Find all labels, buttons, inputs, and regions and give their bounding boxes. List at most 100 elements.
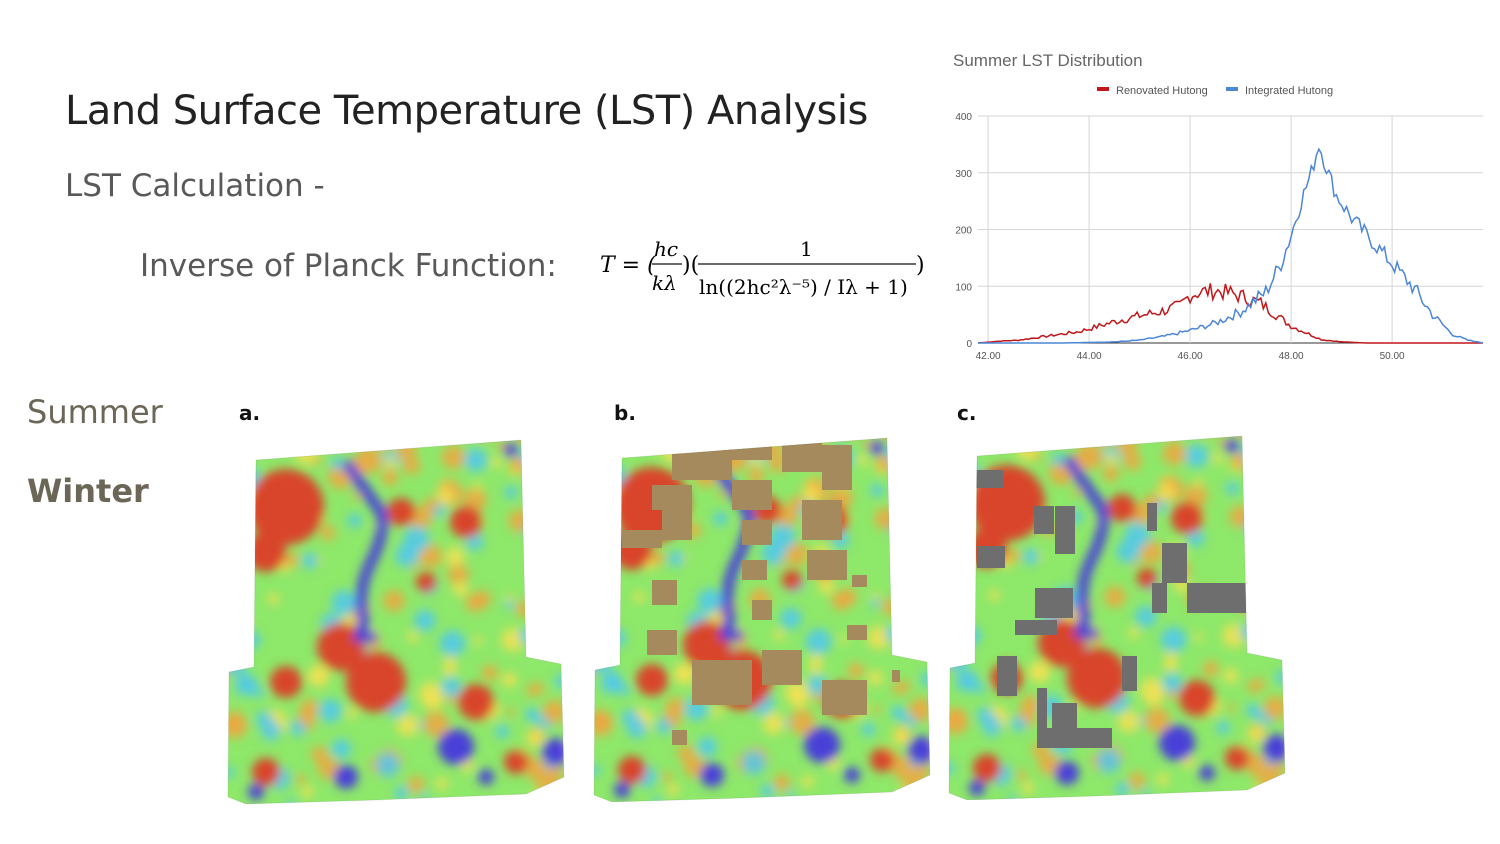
hot-cluster <box>346 652 406 712</box>
heat-speckle <box>875 454 892 471</box>
heat-speckle <box>375 752 400 777</box>
renovated-block <box>672 730 687 745</box>
renovated-block <box>662 510 692 540</box>
heat-speckle <box>718 490 727 499</box>
heat-speckle <box>414 609 436 632</box>
heatmap-layer <box>949 436 1285 800</box>
heat-speckle <box>692 438 716 445</box>
heat-speckle <box>955 669 979 693</box>
heat-speckle <box>472 482 482 492</box>
integrated-block <box>977 546 1005 568</box>
heat-speckle <box>773 629 785 641</box>
heat-speckle <box>894 462 907 475</box>
overlay-layer <box>622 438 900 745</box>
heat-speckle <box>808 660 823 675</box>
heat-speckle <box>446 440 456 442</box>
heat-speckle <box>1222 668 1239 684</box>
season-label-winter[interactable]: Winter <box>27 472 149 510</box>
heat-speckle <box>528 464 541 477</box>
heat-speckle <box>789 709 816 736</box>
heat-speckle <box>848 662 864 679</box>
heat-speckle <box>403 526 430 553</box>
heat-speckle <box>1259 466 1281 488</box>
heat-speckle <box>1140 788 1151 798</box>
hot-cluster <box>416 572 436 592</box>
integrated-block <box>1034 506 1054 534</box>
heat-speckle <box>526 684 539 697</box>
y-tick-label: 0 <box>966 339 972 350</box>
hot-cluster <box>270 666 302 698</box>
heat-speckle <box>1227 703 1236 712</box>
integrated-block <box>1152 583 1167 613</box>
heat-speckle <box>491 456 503 468</box>
heat-speckle <box>352 492 361 501</box>
legend-swatch-renovated <box>1097 87 1109 91</box>
heat-speckle <box>1246 703 1260 717</box>
heat-speckle <box>897 532 912 546</box>
heat-speckle <box>1252 530 1267 544</box>
heat-speckle <box>228 638 233 651</box>
hot-cluster <box>1108 494 1136 522</box>
legend-label-integrated: Integrated Hutong <box>1245 85 1333 97</box>
heat-speckle <box>872 705 881 714</box>
heat-speckle <box>228 712 248 739</box>
chart-title: Summer LST Distribution <box>953 51 1143 70</box>
heat-speckle <box>1011 437 1027 453</box>
renovated-block <box>652 485 692 510</box>
heat-speckle <box>463 448 488 472</box>
renovated-block <box>692 660 752 705</box>
heat-speckle <box>1167 436 1177 438</box>
integrated-block <box>1122 656 1137 691</box>
x-tick-label: 48.00 <box>1279 351 1304 362</box>
heat-speckle <box>600 577 611 588</box>
heat-speckle <box>1105 452 1118 466</box>
heat-speckle <box>677 744 694 761</box>
heat-speckle <box>311 746 328 763</box>
x-tick-label: 42.00 <box>976 351 1001 362</box>
heat-speckle <box>1162 672 1183 694</box>
heat-speckle <box>473 636 483 646</box>
heat-speckle <box>318 698 343 723</box>
renovated-block <box>647 630 677 655</box>
heat-speckle <box>1254 436 1268 441</box>
heat-speckle <box>383 590 405 612</box>
cool-pool <box>700 763 724 787</box>
heat-speckle <box>1135 605 1157 628</box>
heat-speckle <box>300 785 314 798</box>
heat-speckle <box>621 709 639 727</box>
heat-speckle <box>435 777 448 790</box>
y-tick-label: 400 <box>955 112 972 123</box>
heat-speckle <box>683 755 706 778</box>
heat-speckle <box>1144 707 1171 734</box>
heat-speckle <box>1096 748 1121 773</box>
hot-cluster <box>618 756 646 784</box>
heat-speckle <box>949 708 969 735</box>
heat-speckle <box>908 697 930 722</box>
heat-speckle <box>538 470 560 492</box>
heat-speckle <box>785 790 796 800</box>
heat-speckle <box>509 456 526 473</box>
heat-speckle <box>801 775 814 788</box>
heat-speckle <box>396 714 419 737</box>
heat-speckle <box>666 783 680 796</box>
heat-speckle <box>619 685 631 696</box>
heat-speckle <box>436 487 454 505</box>
heat-speckle <box>607 628 627 648</box>
renovated-block <box>622 530 662 548</box>
integrated-block <box>1037 688 1047 733</box>
heat-speckle <box>372 440 396 450</box>
hot-cluster <box>252 758 280 786</box>
season-label-summer[interactable]: Summer <box>27 393 163 431</box>
heat-speckle <box>1222 623 1246 648</box>
heat-speckle <box>358 441 369 452</box>
heat-speckle <box>974 683 986 694</box>
hot-cluster <box>246 532 286 572</box>
hot-cluster <box>317 623 365 671</box>
heat-speckle <box>769 524 796 551</box>
panel-letter-b: b. <box>614 401 636 425</box>
heat-speckle <box>900 470 916 486</box>
hot-cluster <box>636 664 668 696</box>
heat-speckle <box>549 554 564 572</box>
heat-speckle <box>525 707 539 721</box>
heat-speckle <box>1124 522 1151 549</box>
